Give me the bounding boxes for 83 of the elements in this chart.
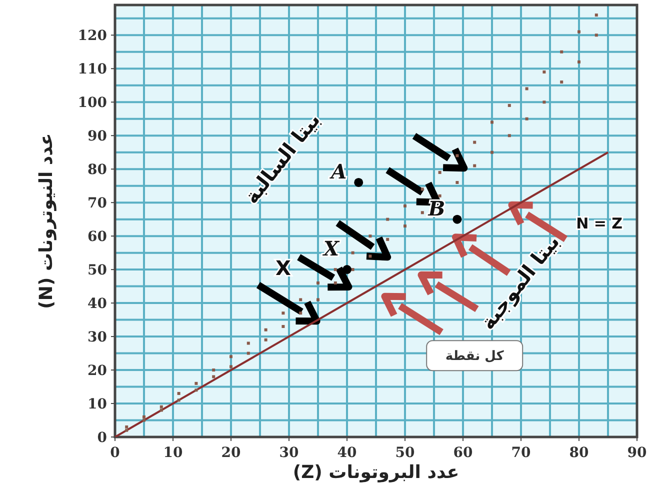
y-tick-label: 0: [97, 430, 108, 446]
x-tick-label: 20: [221, 445, 241, 461]
point: [368, 254, 372, 258]
point: [334, 268, 337, 272]
point: [404, 204, 406, 208]
annotation: بيتا الموجبة: [475, 230, 564, 334]
point: [264, 328, 268, 332]
point: [525, 87, 528, 90]
point: [420, 211, 424, 214]
point: [456, 154, 459, 158]
point: [194, 382, 198, 385]
point: [212, 375, 216, 378]
point: [525, 117, 528, 120]
point: [404, 224, 406, 228]
y-tick-label: 120: [78, 28, 108, 44]
point: [508, 104, 511, 107]
y-tick-label: 30: [88, 330, 108, 346]
x-tick-label: 70: [511, 445, 531, 461]
x-tick-label: 60: [453, 445, 473, 461]
y-tick-label: 20: [88, 363, 108, 380]
point: [230, 355, 232, 358]
point: [490, 150, 494, 154]
point: [194, 388, 198, 392]
x-tick-label: 50: [395, 445, 415, 461]
annotation: كل نقطة: [445, 349, 504, 364]
point: [351, 251, 354, 254]
point: [246, 342, 250, 345]
point: [473, 164, 476, 168]
point: [542, 70, 546, 74]
point: [160, 408, 163, 412]
point: [438, 194, 442, 198]
point: [578, 60, 580, 64]
y-axis-title: عدد النيوترونات (N): [36, 133, 57, 309]
point: [473, 140, 476, 144]
x-tick-label: 10: [163, 445, 183, 461]
point: [125, 428, 128, 432]
point: [594, 14, 598, 17]
x-tick-label: 80: [569, 445, 589, 461]
y-tick-label: 80: [88, 162, 108, 178]
x-tick-label: 90: [627, 445, 647, 461]
point: [490, 120, 494, 124]
point: [456, 180, 459, 184]
x-axis-title: عدد البروتونات (Z): [292, 462, 460, 483]
point: [177, 392, 180, 395]
y-tick-label: 70: [88, 196, 108, 212]
point: [386, 218, 390, 221]
point: [420, 188, 424, 191]
point: [160, 405, 163, 408]
point: [351, 268, 354, 272]
point: [334, 281, 337, 284]
x-tick-label: 30: [279, 445, 299, 461]
point: [594, 34, 598, 37]
x-tick-label: 0: [110, 445, 120, 461]
y-tick-label: 10: [88, 396, 108, 413]
point: [316, 281, 320, 284]
y-tick-label: 90: [88, 128, 108, 145]
point: [452, 214, 462, 224]
annotation: بيتا السالبة: [239, 108, 325, 208]
point: [316, 298, 320, 302]
y-tick-label: 60: [88, 229, 108, 246]
point: [508, 134, 511, 138]
point: [212, 368, 216, 372]
y-tick-label: 40: [88, 296, 108, 312]
x-tick-label: 40: [337, 445, 357, 461]
point: [177, 398, 180, 402]
point: [230, 365, 232, 368]
point: [354, 178, 364, 187]
point: [125, 425, 128, 428]
point: [246, 352, 250, 355]
point: [142, 415, 146, 418]
point: [560, 80, 564, 84]
y-tick-label: 110: [78, 62, 108, 78]
point: [578, 30, 580, 34]
point: [560, 50, 564, 54]
point: [542, 100, 546, 104]
point: [342, 265, 352, 274]
y-tick-label: 50: [88, 262, 108, 279]
point: [386, 238, 390, 241]
point: [264, 338, 268, 342]
point: [282, 324, 285, 328]
point: [142, 418, 146, 422]
point: [438, 170, 442, 174]
y-tick-label: 100: [78, 95, 108, 112]
